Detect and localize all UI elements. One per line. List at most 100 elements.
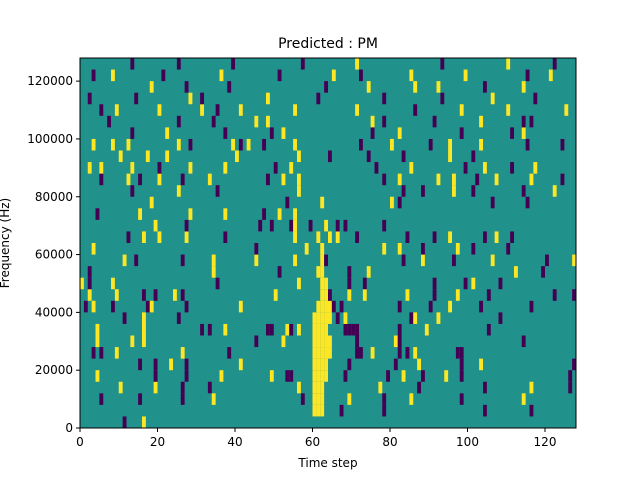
heatmap-cell (153, 370, 158, 382)
heatmap-cell (506, 243, 511, 255)
heatmap-cell (87, 266, 92, 278)
heatmap-cell (157, 231, 162, 243)
heatmap-cell (312, 404, 317, 417)
heatmap-cell (382, 92, 387, 105)
heatmap-cell (211, 266, 216, 278)
heatmap-cell (238, 138, 243, 151)
heatmap-cell (153, 289, 158, 301)
heatmap-cell (494, 173, 499, 186)
heatmap-cell (324, 277, 329, 290)
heatmap-cell (142, 289, 146, 301)
heatmap-cell (459, 104, 464, 116)
heatmap-cell (122, 416, 127, 428)
heatmap-cell (378, 381, 383, 394)
heatmap-cell (521, 81, 526, 93)
heatmap-cell (366, 81, 371, 93)
heatmap-cell (479, 300, 484, 313)
heatmap-cell (122, 312, 127, 324)
heatmap-cell (320, 289, 325, 301)
heatmap-cell (316, 393, 321, 405)
heatmap-cell (169, 358, 174, 371)
heatmap-cell (289, 162, 294, 174)
heatmap-cell (324, 370, 329, 382)
heatmap-cell (130, 185, 135, 197)
heatmap-cell (297, 277, 301, 290)
heatmap-cell (417, 381, 422, 394)
heatmap-cell (238, 358, 243, 371)
heatmap-cell (111, 300, 115, 313)
heatmap-cell (347, 323, 352, 336)
heatmap-cell (293, 254, 298, 267)
heatmap-cell (483, 231, 487, 243)
heatmap-cell (215, 104, 220, 116)
heatmap-cell (572, 358, 577, 371)
heatmap-cell (545, 254, 549, 267)
heatmap-cell (486, 289, 491, 301)
heatmap-cell (238, 300, 243, 313)
heatmap-cell (289, 323, 294, 336)
heatmap-cell (184, 370, 189, 382)
heatmap-cell (436, 81, 441, 93)
heatmap-cell (266, 323, 270, 336)
heatmap-cell (331, 69, 336, 82)
heatmap-cell (525, 69, 530, 82)
heatmap-cell (359, 69, 363, 82)
heatmap-cell (215, 277, 220, 290)
heatmap-cell (444, 370, 449, 382)
heatmap-cell (126, 173, 131, 186)
heatmap-cell (529, 173, 534, 186)
y-tick-label: 20000 (35, 363, 73, 377)
heatmap-cell (413, 104, 418, 116)
heatmap-cell (324, 358, 329, 371)
heatmap-cell (347, 266, 352, 278)
heatmap-cell (452, 173, 456, 186)
heatmap-cell (130, 127, 135, 139)
heatmap-cell (176, 312, 181, 324)
x-tick-label: 20 (150, 435, 165, 449)
heatmap-cell (99, 104, 104, 116)
heatmap-cell (347, 393, 352, 405)
heatmap-cell (219, 69, 224, 82)
heatmap-cell (254, 335, 259, 348)
heatmap-cell (463, 277, 468, 290)
heatmap-cell (401, 185, 406, 197)
heatmap-cell (130, 58, 135, 70)
heatmap-cell (432, 277, 437, 290)
heatmap-cell (273, 289, 278, 301)
heatmap-cell (200, 323, 205, 336)
heatmap-cell (328, 300, 332, 313)
heatmap-cell (122, 254, 127, 267)
heatmap-cell (548, 69, 553, 82)
heatmap-cell (176, 138, 181, 151)
heatmap-cell (514, 266, 518, 278)
y-tick-label: 100000 (27, 132, 73, 146)
heatmap-cell (498, 277, 503, 290)
heatmap-cell (324, 219, 329, 232)
heatmap-cell (475, 173, 480, 186)
heatmap-cell (149, 300, 154, 313)
heatmap-cell (452, 254, 456, 267)
heatmap-cell (157, 173, 162, 186)
heatmap-cell (343, 219, 348, 232)
heatmap-cell (87, 162, 92, 174)
heatmap-cell (529, 381, 534, 394)
heatmap-cell (448, 138, 453, 151)
heatmap-cell (281, 127, 286, 139)
heatmap-cell (382, 115, 387, 128)
heatmap-cell (390, 138, 394, 151)
heatmap-cell (262, 208, 267, 220)
heatmap-cell (471, 185, 476, 197)
heatmap-cell (269, 127, 274, 139)
heatmap-cell (316, 335, 321, 348)
heatmap-cell (114, 104, 119, 116)
heatmap-cell (180, 289, 185, 301)
x-tick-label: 40 (227, 435, 242, 449)
heatmap-cell (436, 312, 441, 324)
heatmap-cell (541, 266, 546, 278)
heatmap-cell (471, 277, 476, 290)
heatmap-cell (320, 404, 325, 417)
heatmap-cell (142, 323, 146, 336)
heatmap-cell (324, 312, 329, 324)
heatmap-cell (405, 347, 410, 359)
heatmap-cell (231, 138, 236, 151)
